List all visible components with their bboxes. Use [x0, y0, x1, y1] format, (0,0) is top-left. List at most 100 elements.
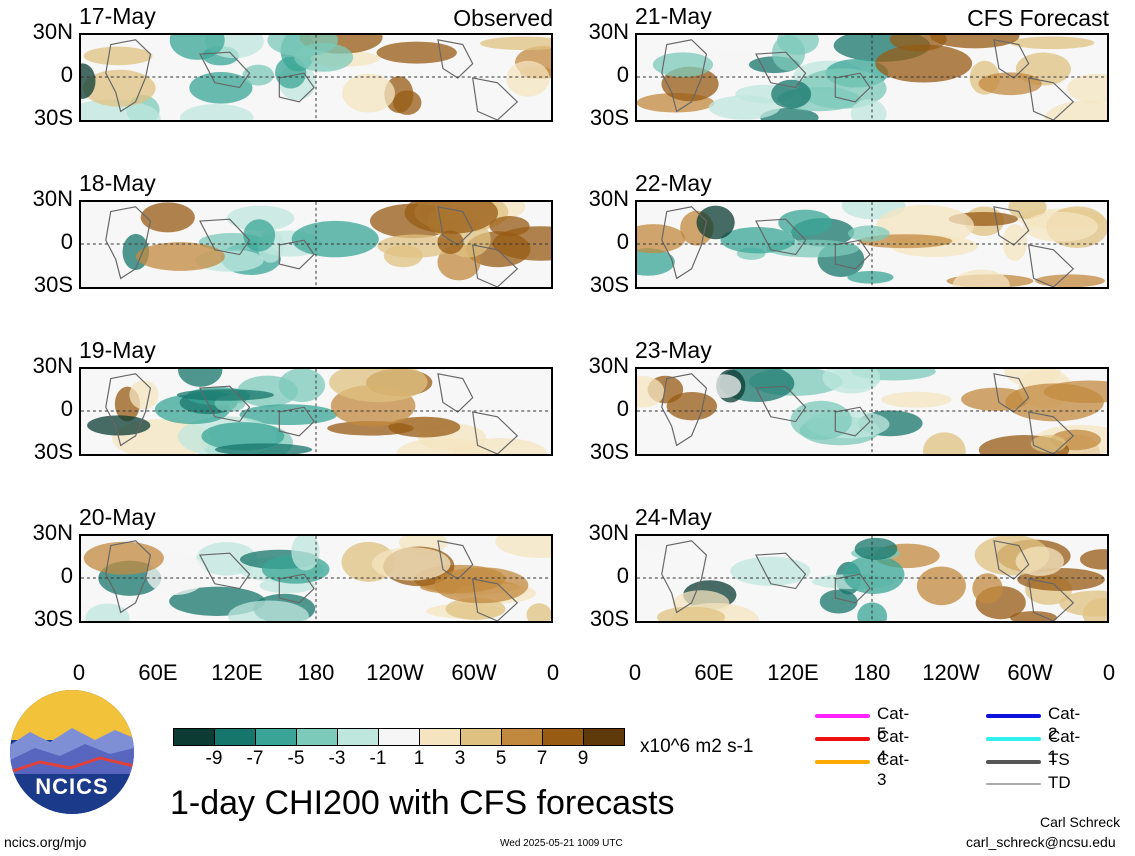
- coastline: [471, 411, 519, 454]
- anomaly-contour: [201, 422, 285, 451]
- anomaly-contour: [1004, 369, 1061, 387]
- colorbar-segment: [173, 728, 215, 746]
- anomaly-contour: [1079, 549, 1107, 570]
- longitude-label: 180: [853, 660, 891, 685]
- legend-label: Cat-4: [877, 727, 910, 766]
- coastline: [437, 206, 474, 246]
- anomaly-contour: [506, 60, 550, 97]
- anomaly-contour: [771, 35, 806, 71]
- chi200-map: [79, 200, 553, 289]
- anomaly-contour: [696, 205, 735, 240]
- coastline: [755, 51, 807, 89]
- anomaly-contour: [434, 567, 529, 604]
- latitude-label: 30S: [589, 439, 629, 464]
- anomaly-contour: [83, 541, 164, 575]
- latitude-label: 0: [60, 563, 73, 588]
- colorbar-segment: [460, 728, 502, 746]
- anomaly-contour: [1035, 274, 1105, 287]
- anomaly-contour: [708, 95, 781, 120]
- colorbar-segment: [337, 728, 379, 746]
- anomaly-contour: [526, 603, 551, 621]
- colorbar-tick-label: 3: [454, 748, 466, 769]
- latitude-label: 0: [616, 229, 629, 254]
- coastline: [105, 39, 152, 113]
- colorbar-tick-label: 5: [495, 748, 507, 769]
- coastline: [1027, 244, 1075, 287]
- anomaly-contour: [637, 224, 686, 254]
- coastline: [437, 39, 474, 79]
- anomaly-contour: [875, 44, 973, 83]
- coastline: [105, 373, 152, 447]
- latitude-label: 30N: [32, 520, 73, 545]
- colorbar-segment: [419, 728, 461, 746]
- latitude-label: 30S: [33, 105, 73, 130]
- colorbar-segment: [296, 728, 338, 746]
- legend-label: TS: [1048, 750, 1070, 769]
- legend-label: TD: [1048, 773, 1071, 792]
- anomaly-contour: [445, 597, 506, 620]
- colorbar-tick-label: 9: [577, 748, 589, 769]
- author-name: Carl Schreck: [1040, 814, 1121, 830]
- ncics-logo: NCICS: [10, 690, 134, 814]
- coastline: [278, 72, 315, 103]
- anomaly-contour: [1043, 380, 1107, 403]
- anomaly-contour: [1009, 36, 1095, 50]
- anomaly-contour: [214, 443, 313, 454]
- anomaly-contour: [978, 72, 1042, 96]
- anomaly-contour: [327, 421, 414, 436]
- coastline: [471, 244, 519, 287]
- anomaly-contour: [291, 536, 320, 571]
- coastline: [661, 206, 708, 280]
- longitude-label: 0: [1102, 660, 1116, 685]
- chi200-map: [79, 367, 553, 456]
- anomaly-contour: [637, 536, 686, 554]
- anomaly-contour: [376, 41, 457, 64]
- timestamp: Wed 2025-05-21 1009 UTC: [500, 838, 623, 849]
- longitude-label: 180: [297, 660, 335, 685]
- latitude-label: 0: [60, 229, 73, 254]
- longitude-label: 60W: [1007, 660, 1053, 685]
- anomaly-contour: [480, 36, 551, 51]
- coastline: [661, 39, 708, 113]
- legend-label: Cat-5: [877, 704, 910, 743]
- coastline: [278, 573, 315, 604]
- anomaly-contour: [922, 432, 966, 454]
- latitude-label: 30N: [32, 186, 73, 211]
- coastline: [199, 51, 251, 89]
- latitude-label: 0: [616, 62, 629, 87]
- latitude-label: 30N: [588, 353, 629, 378]
- latitude-label: 0: [60, 396, 73, 421]
- latitude-label: 30S: [33, 272, 73, 297]
- anomaly-contour: [790, 400, 852, 440]
- anomaly-contour: [850, 99, 887, 120]
- latitude-label: 30N: [588, 186, 629, 211]
- latitude-label: 0: [616, 563, 629, 588]
- chi200-map: [79, 33, 553, 122]
- colorbar-segment: [378, 728, 420, 746]
- anomaly-contour: [854, 537, 898, 560]
- chi200-map: [635, 33, 1109, 122]
- colorbar-segment: [501, 728, 543, 746]
- anomaly-contour: [135, 242, 225, 271]
- colorbar-segment: [583, 728, 625, 746]
- colorbar-tick-label: -3: [328, 748, 346, 769]
- anomaly-contour: [930, 35, 1020, 49]
- anomaly-contour: [637, 376, 665, 408]
- anomaly-contour: [730, 556, 811, 586]
- anomaly-contour: [847, 271, 894, 284]
- coastline: [661, 373, 708, 447]
- colorbar-tick-label: 7: [536, 748, 548, 769]
- anomaly-contour: [404, 202, 499, 234]
- panel-corner-label: CFS Forecast: [967, 5, 1109, 31]
- coastline: [993, 540, 1030, 580]
- longitude-label: 60W: [451, 660, 497, 685]
- coastline: [105, 540, 152, 614]
- latitude-label: 30N: [32, 19, 73, 44]
- legend-swatch: [986, 737, 1041, 741]
- legend-swatch: [815, 714, 870, 718]
- coastline: [993, 373, 1030, 413]
- coastline: [437, 373, 474, 413]
- coastline: [199, 218, 251, 256]
- anomaly-contour: [329, 369, 428, 403]
- coastline: [755, 218, 807, 256]
